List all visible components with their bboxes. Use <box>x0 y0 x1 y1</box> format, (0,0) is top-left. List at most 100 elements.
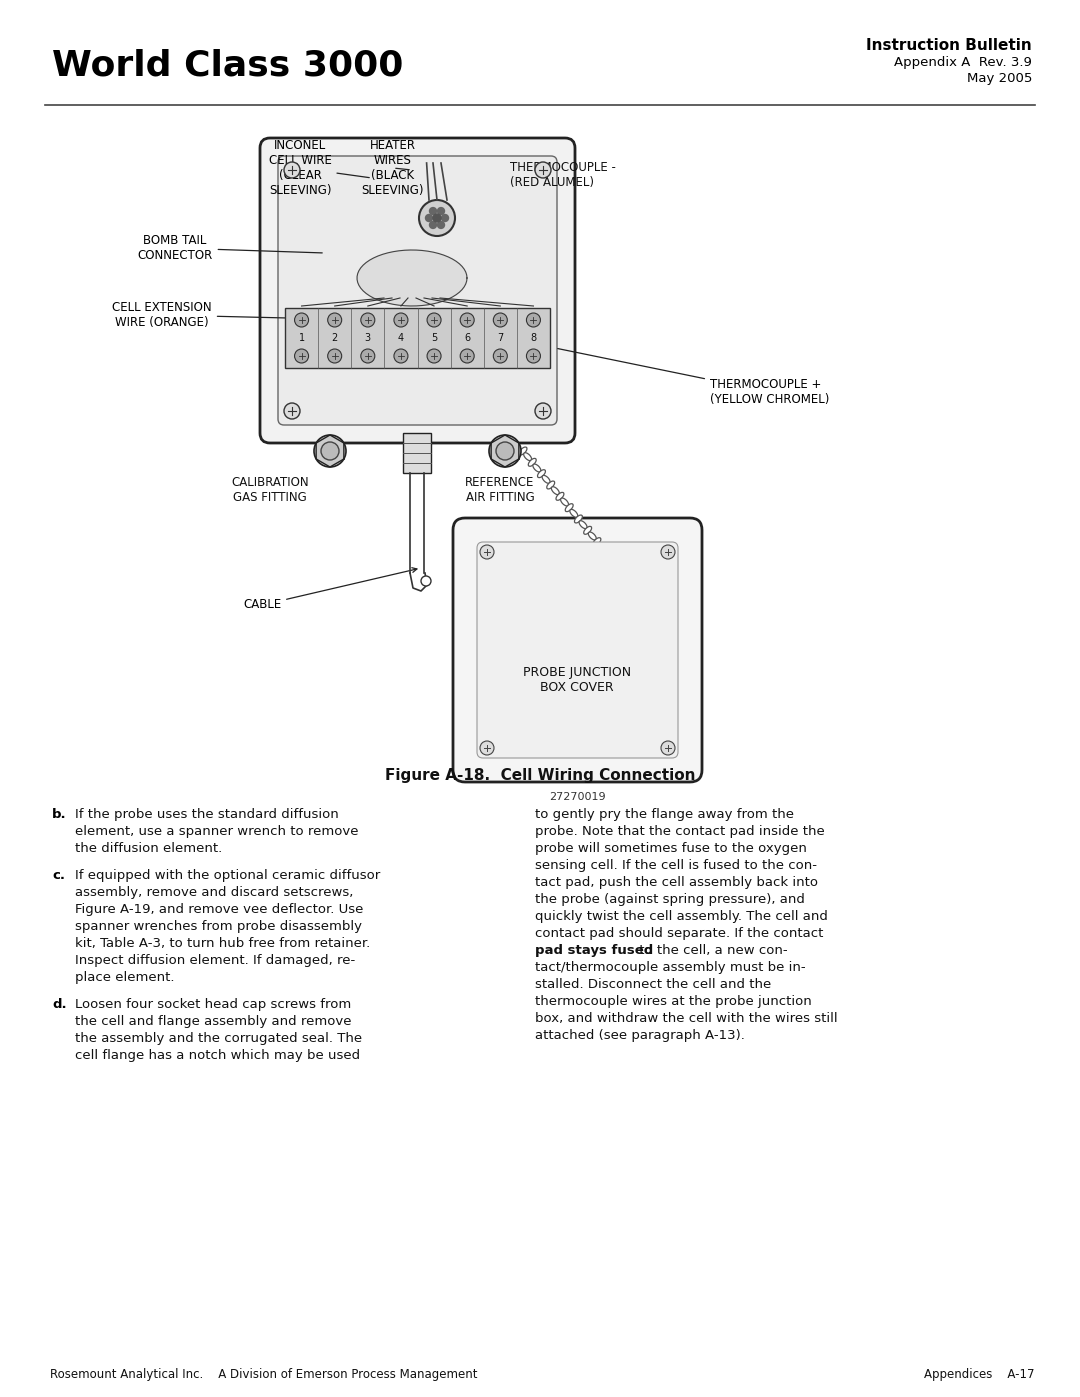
Circle shape <box>535 402 551 419</box>
Text: probe. Note that the contact pad inside the: probe. Note that the contact pad inside … <box>535 826 825 838</box>
Text: Appendix A  Rev. 3.9: Appendix A Rev. 3.9 <box>894 56 1032 68</box>
Text: May 2005: May 2005 <box>967 73 1032 85</box>
Text: contact pad should separate. If the contact: contact pad should separate. If the cont… <box>535 928 823 940</box>
Text: 7: 7 <box>497 332 503 344</box>
Text: THERMOCOUPLE +
(YELLOW CHROMEL): THERMOCOUPLE + (YELLOW CHROMEL) <box>557 349 829 407</box>
Circle shape <box>489 434 521 467</box>
Circle shape <box>494 313 508 327</box>
Polygon shape <box>357 250 467 306</box>
Ellipse shape <box>583 527 592 534</box>
Text: 4: 4 <box>397 332 404 344</box>
Ellipse shape <box>616 566 624 574</box>
Ellipse shape <box>524 453 531 461</box>
Bar <box>285 307 550 367</box>
Text: CABLE: CABLE <box>243 567 417 612</box>
Ellipse shape <box>603 549 610 557</box>
Text: CALIBRATION
GAS FITTING: CALIBRATION GAS FITTING <box>231 476 309 504</box>
Ellipse shape <box>579 521 588 528</box>
Text: Rosemount Analytical Inc.    A Division of Emerson Process Management: Rosemount Analytical Inc. A Division of … <box>50 1368 477 1382</box>
Ellipse shape <box>538 469 545 478</box>
Circle shape <box>284 162 300 177</box>
Text: spanner wrenches from probe disassembly: spanner wrenches from probe disassembly <box>75 921 362 933</box>
Text: 5: 5 <box>431 332 437 344</box>
Text: 2: 2 <box>332 332 338 344</box>
Ellipse shape <box>546 481 555 489</box>
Text: to the cell, a new con-: to the cell, a new con- <box>635 944 787 957</box>
Text: REFERENCE
AIR FITTING: REFERENCE AIR FITTING <box>465 476 535 504</box>
Circle shape <box>394 349 408 363</box>
Text: 6: 6 <box>464 332 470 344</box>
Text: b.: b. <box>52 807 67 821</box>
Ellipse shape <box>561 499 568 506</box>
Circle shape <box>494 349 508 363</box>
Text: Figure A-18.  Cell Wiring Connection: Figure A-18. Cell Wiring Connection <box>384 768 696 782</box>
Text: element, use a spanner wrench to remove: element, use a spanner wrench to remove <box>75 826 359 838</box>
Circle shape <box>361 349 375 363</box>
Circle shape <box>295 313 309 327</box>
Text: Instruction Bulletin: Instruction Bulletin <box>866 38 1032 53</box>
Text: c.: c. <box>52 869 65 882</box>
Ellipse shape <box>556 492 564 500</box>
Text: THERMOCOUPLE -
(RED ALUMEL): THERMOCOUPLE - (RED ALUMEL) <box>510 161 616 189</box>
Text: Loosen four socket head cap screws from: Loosen four socket head cap screws from <box>75 997 351 1011</box>
Text: If equipped with the optional ceramic diffusor: If equipped with the optional ceramic di… <box>75 869 380 882</box>
Ellipse shape <box>542 475 550 483</box>
Circle shape <box>361 313 375 327</box>
Text: to gently pry the flange away from the: to gently pry the flange away from the <box>535 807 794 821</box>
Circle shape <box>460 349 474 363</box>
Text: 1: 1 <box>298 332 305 344</box>
Text: If the probe uses the standard diffusion: If the probe uses the standard diffusion <box>75 807 339 821</box>
Text: the assembly and the corrugated seal. The: the assembly and the corrugated seal. Th… <box>75 1032 362 1045</box>
Circle shape <box>284 402 300 419</box>
Text: thermocouple wires at the probe junction: thermocouple wires at the probe junction <box>535 995 812 1009</box>
Text: the diffusion element.: the diffusion element. <box>75 842 222 855</box>
Circle shape <box>314 434 346 467</box>
Text: tact/thermocouple assembly must be in-: tact/thermocouple assembly must be in- <box>535 961 806 974</box>
Text: 27270019: 27270019 <box>549 792 605 802</box>
Circle shape <box>327 313 341 327</box>
Text: 3: 3 <box>365 332 370 344</box>
FancyBboxPatch shape <box>278 156 557 425</box>
Text: Appendices    A-17: Appendices A-17 <box>924 1368 1035 1382</box>
Text: sensing cell. If the cell is fused to the con-: sensing cell. If the cell is fused to th… <box>535 859 816 872</box>
Ellipse shape <box>565 504 573 511</box>
Circle shape <box>661 545 675 559</box>
Text: assembly, remove and discard setscrews,: assembly, remove and discard setscrews, <box>75 886 353 900</box>
Text: HEATER
WIRES
(BLACK
SLEEVING): HEATER WIRES (BLACK SLEEVING) <box>362 138 424 197</box>
Circle shape <box>427 349 441 363</box>
FancyBboxPatch shape <box>477 542 678 759</box>
Ellipse shape <box>575 515 582 522</box>
Text: Figure A-19, and remove vee deflector. Use: Figure A-19, and remove vee deflector. U… <box>75 902 363 916</box>
Bar <box>403 433 431 474</box>
Ellipse shape <box>570 510 578 517</box>
Ellipse shape <box>593 538 600 546</box>
Circle shape <box>480 545 494 559</box>
Circle shape <box>394 313 408 327</box>
Circle shape <box>437 222 445 229</box>
Circle shape <box>460 313 474 327</box>
Ellipse shape <box>589 532 596 541</box>
Text: PROBE JUNCTION
BOX COVER: PROBE JUNCTION BOX COVER <box>523 666 631 694</box>
Text: CELL EXTENSION
WIRE (ORANGE): CELL EXTENSION WIRE (ORANGE) <box>112 300 285 330</box>
Text: cell flange has a notch which may be used: cell flange has a notch which may be use… <box>75 1049 360 1062</box>
Circle shape <box>426 215 432 222</box>
Circle shape <box>419 200 455 236</box>
FancyBboxPatch shape <box>260 138 575 443</box>
Circle shape <box>496 441 514 460</box>
Circle shape <box>535 162 551 177</box>
Text: the cell and flange assembly and remove: the cell and flange assembly and remove <box>75 1016 351 1028</box>
Text: probe will sometimes fuse to the oxygen: probe will sometimes fuse to the oxygen <box>535 842 807 855</box>
Ellipse shape <box>552 486 559 495</box>
Circle shape <box>295 349 309 363</box>
Text: BOMB TAIL
CONNECTOR: BOMB TAIL CONNECTOR <box>137 235 322 263</box>
Circle shape <box>433 214 441 222</box>
FancyBboxPatch shape <box>453 518 702 782</box>
Circle shape <box>430 208 436 215</box>
Ellipse shape <box>532 464 541 472</box>
Text: kit, Table A-3, to turn hub free from retainer.: kit, Table A-3, to turn hub free from re… <box>75 937 370 950</box>
Text: stalled. Disconnect the cell and the: stalled. Disconnect the cell and the <box>535 978 771 990</box>
Circle shape <box>526 313 540 327</box>
Text: pad stays fused: pad stays fused <box>535 944 653 957</box>
Text: d.: d. <box>52 997 67 1011</box>
Circle shape <box>321 441 339 460</box>
